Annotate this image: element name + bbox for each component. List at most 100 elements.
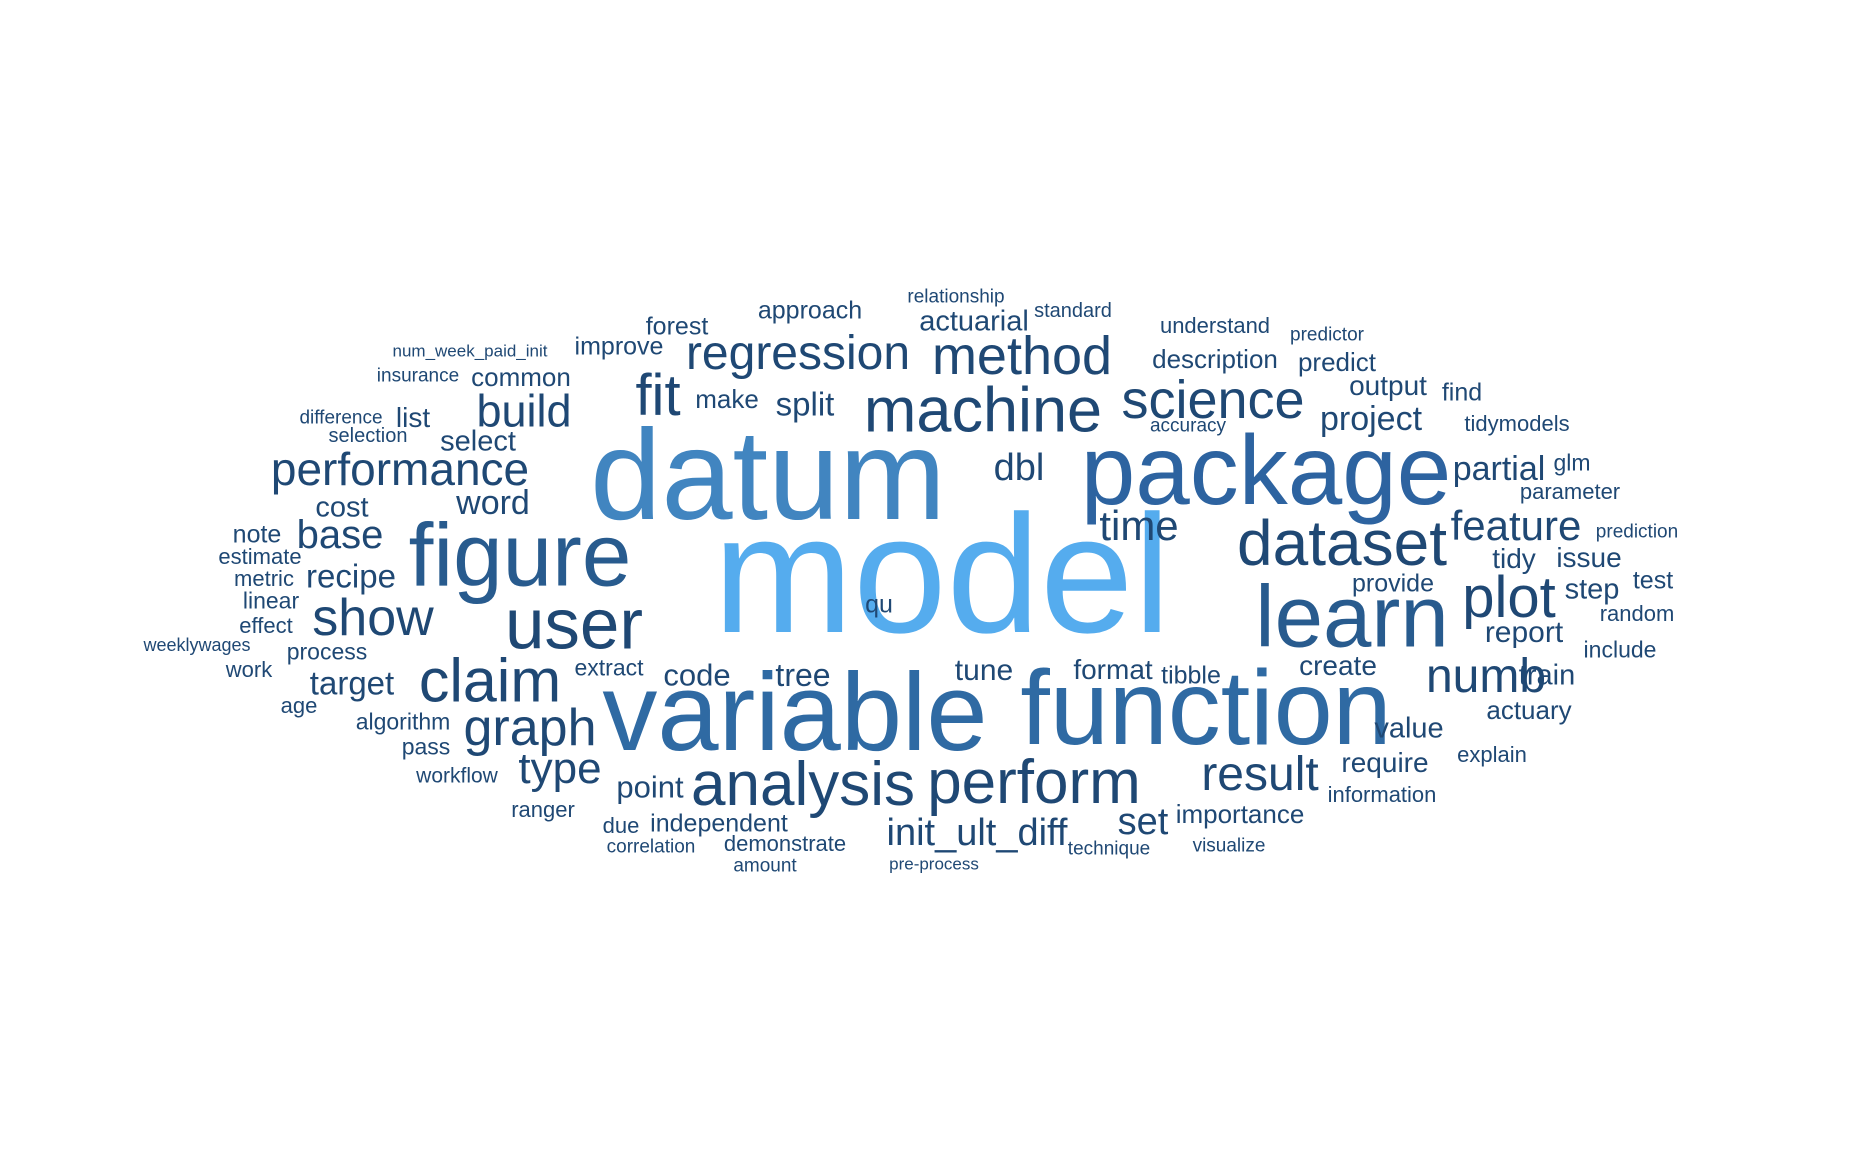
word-set: set: [1117, 801, 1169, 843]
word-dbl: dbl: [993, 447, 1045, 489]
word-function: function: [1020, 649, 1392, 767]
word-qu: qu: [865, 590, 893, 619]
word-provide: provide: [1352, 569, 1434, 598]
word-forest: forest: [645, 312, 709, 341]
word-predict: predict: [1297, 347, 1377, 377]
word-learn: learn: [1255, 568, 1449, 666]
word-model: model: [713, 480, 1171, 668]
word-perform: perform: [927, 748, 1141, 817]
word-visualize: visualize: [1192, 835, 1266, 857]
word-importance: importance: [1175, 799, 1305, 829]
word-relationship: relationship: [907, 286, 1005, 308]
word-claim: claim: [418, 646, 562, 715]
word-format: format: [1073, 654, 1153, 685]
word-selection: selection: [328, 425, 408, 447]
word-information: information: [1327, 782, 1437, 807]
word-estimate: estimate: [218, 544, 302, 569]
word-result: result: [1201, 748, 1319, 801]
word-due: due: [602, 813, 640, 838]
word-create: create: [1299, 650, 1377, 681]
word-amount: amount: [733, 855, 797, 877]
word-base: base: [296, 513, 384, 557]
word-process: process: [286, 638, 368, 665]
word-explain: explain: [1457, 742, 1527, 767]
word-accuracy: accuracy: [1149, 415, 1227, 437]
word-random: random: [1599, 601, 1675, 626]
word-find: find: [1441, 378, 1483, 407]
word-output: output: [1349, 370, 1427, 401]
word-split: split: [775, 385, 835, 423]
word-standard: standard: [1034, 300, 1112, 322]
word-project: project: [1319, 400, 1423, 438]
word-work: work: [225, 657, 273, 682]
word-plot: plot: [1462, 565, 1556, 630]
word-weeklywages: weeklywages: [143, 635, 251, 655]
word-note: note: [232, 520, 282, 549]
word-tune: tune: [954, 654, 1014, 687]
word-select: select: [440, 425, 516, 458]
word-user: user: [504, 585, 644, 665]
word-build: build: [476, 385, 572, 437]
word-understand: understand: [1159, 313, 1271, 338]
word-recipe: recipe: [306, 557, 396, 595]
word-figure: figure: [408, 504, 632, 605]
word-insurance: insurance: [376, 365, 460, 387]
word-demonstrate: demonstrate: [723, 831, 847, 856]
word-workflow: workflow: [416, 764, 498, 788]
word-approach: approach: [757, 296, 863, 325]
word-performance: performance: [270, 443, 530, 495]
word-parameter: parameter: [1519, 479, 1621, 504]
word-algorithm: algorithm: [355, 708, 451, 735]
word-fit: fit: [635, 363, 681, 428]
word-require: require: [1341, 747, 1429, 778]
word-type: type: [518, 744, 602, 793]
word-tidy: tidy: [1492, 543, 1536, 574]
word-variable: variable: [602, 651, 988, 774]
word-tree: tree: [775, 657, 831, 693]
word-glm: glm: [1553, 449, 1591, 476]
word-machine: machine: [863, 375, 1103, 446]
word-package: package: [1080, 415, 1452, 525]
word-graph: graph: [463, 699, 597, 757]
word-feature: feature: [1450, 502, 1582, 549]
word-code: code: [663, 657, 731, 693]
word-word: word: [456, 484, 530, 522]
word-datum: datum: [590, 404, 946, 547]
word-difference: difference: [299, 407, 383, 429]
word-num-week-paid-init: num_week_paid_init: [392, 341, 548, 361]
word-cost: cost: [315, 491, 369, 524]
word-description: description: [1152, 344, 1278, 374]
word-issue: issue: [1556, 542, 1622, 573]
word-common: common: [471, 362, 571, 392]
word-pre-process: pre-process: [889, 854, 979, 874]
word-independent: independent: [650, 809, 788, 838]
word-technique: technique: [1067, 838, 1151, 860]
word-show: show: [312, 589, 434, 647]
word-regression: regression: [685, 327, 911, 380]
word-test: test: [1632, 566, 1674, 595]
word-include: include: [1583, 636, 1657, 663]
word-list: list: [395, 402, 431, 433]
word-tibble: tibble: [1161, 661, 1221, 690]
word-predictor: predictor: [1290, 324, 1364, 346]
word-time: time: [1099, 502, 1179, 549]
word-analysis: analysis: [691, 750, 915, 819]
word-improve: improve: [574, 332, 664, 361]
word-train: train: [1518, 659, 1576, 692]
word-numb: numb: [1425, 650, 1547, 703]
word-init-ult-diff: init_ult_diff: [886, 812, 1068, 854]
word-extract: extract: [574, 654, 644, 681]
word-prediction: prediction: [1595, 521, 1679, 543]
word-age: age: [280, 693, 318, 718]
word-effect: effect: [239, 613, 293, 638]
word-pass: pass: [401, 733, 451, 760]
word-metric: metric: [234, 566, 294, 591]
word-tidymodels: tidymodels: [1464, 411, 1570, 436]
word-value: value: [1374, 712, 1444, 745]
word-target: target: [309, 664, 395, 702]
word-partial: partial: [1452, 450, 1546, 488]
word-actuary: actuary: [1486, 695, 1572, 725]
word-report: report: [1484, 616, 1564, 649]
word-method: method: [931, 326, 1113, 386]
